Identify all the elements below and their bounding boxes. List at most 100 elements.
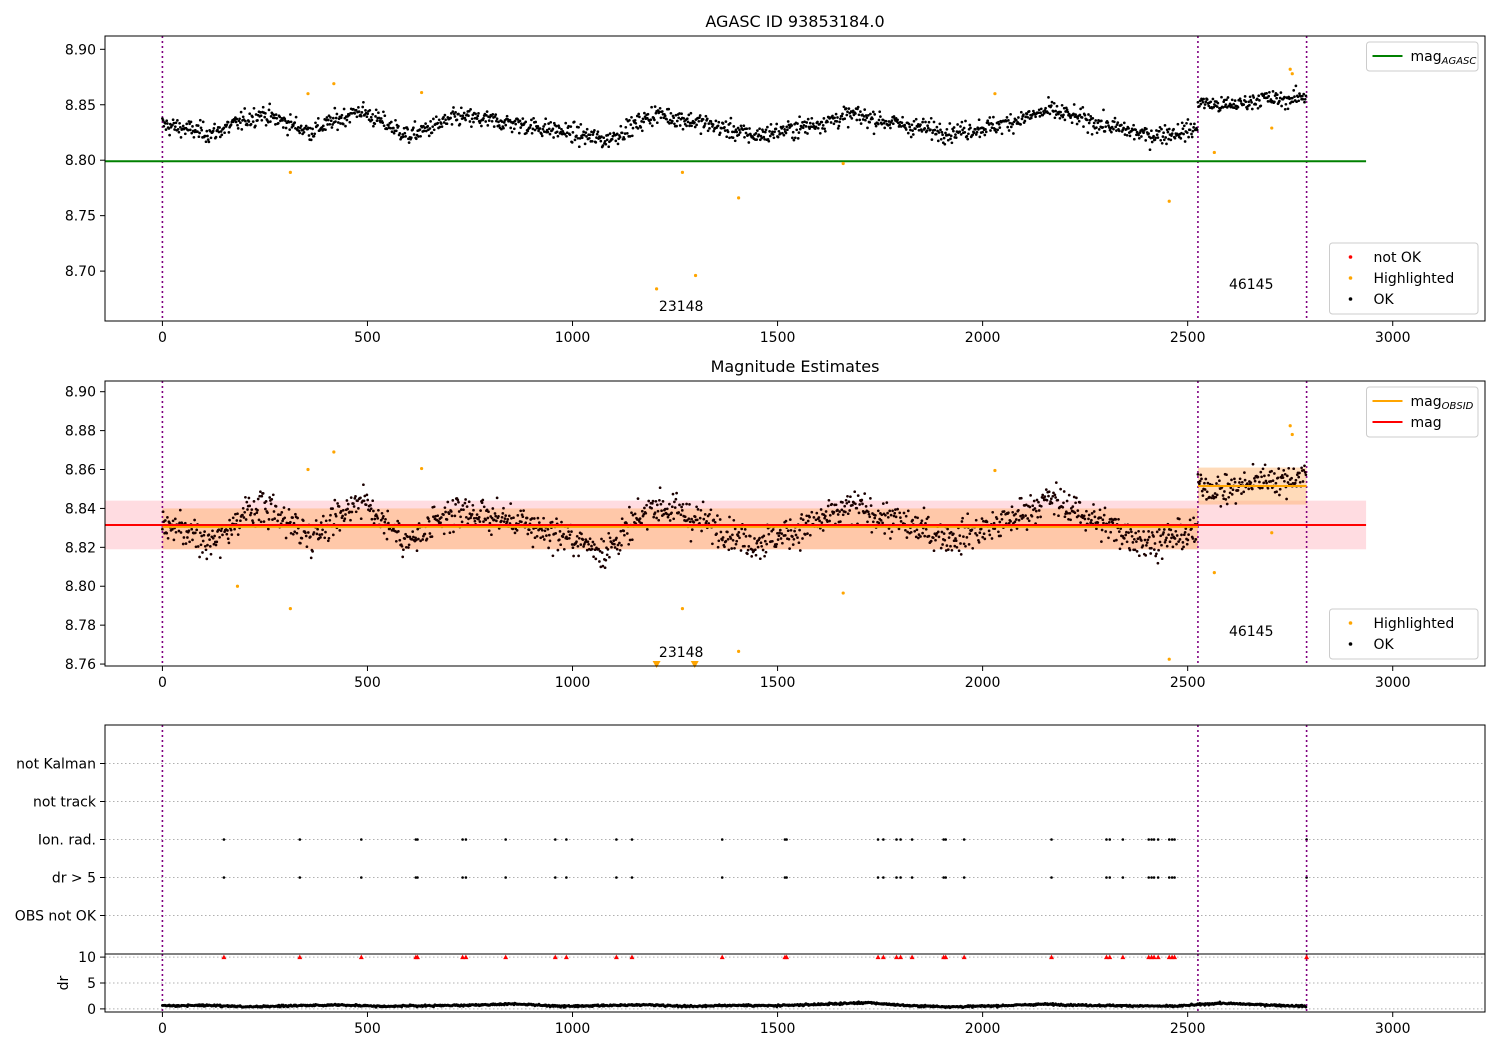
panel-magnitude-estimates-ok-point bbox=[407, 546, 410, 549]
panel-agasc-ok-point bbox=[234, 120, 238, 124]
panel-agasc-ok-point bbox=[299, 124, 303, 128]
panel-magnitude-estimates-ok-point bbox=[731, 533, 734, 537]
panel-magnitude-estimates-ok-point bbox=[687, 517, 691, 521]
panel-magnitude-estimates-ok-point bbox=[1213, 492, 1217, 495]
panel-magnitude-estimates-ok-point bbox=[839, 520, 842, 523]
panel-flags-flag-point bbox=[1150, 876, 1153, 879]
panel-magnitude-estimates-ok-point bbox=[1085, 509, 1088, 513]
panel-magnitude-estimates-ok-point bbox=[998, 520, 1002, 524]
panel-agasc-ok-point bbox=[309, 126, 312, 130]
panel-magnitude-estimates-ok-point bbox=[567, 536, 571, 540]
panel-agasc-ok-point bbox=[487, 119, 491, 122]
panel-magnitude-estimates-ok-point bbox=[1017, 508, 1020, 512]
panel-agasc-ok-point bbox=[273, 116, 277, 120]
panel-flags-flag-point bbox=[1147, 838, 1151, 841]
panel-agasc-ok-point bbox=[822, 117, 826, 120]
panel-agasc-ok-point bbox=[910, 123, 914, 127]
panel-agasc-ok-point bbox=[816, 120, 819, 124]
panel-magnitude-estimates-ok-point bbox=[731, 538, 735, 542]
panel-agasc-ok-point bbox=[508, 118, 512, 122]
panel-magnitude-estimates-ok-point bbox=[893, 511, 897, 515]
panel-agasc-ok-point bbox=[673, 122, 676, 126]
panel-agasc-ok-point bbox=[831, 114, 834, 118]
panel-magnitude-estimates-ok-point bbox=[464, 515, 468, 519]
panel-agasc-ok-point bbox=[1166, 130, 1170, 134]
panel-magnitude-estimates-ok-point bbox=[230, 533, 234, 536]
panel-magnitude-estimates-ok-point bbox=[520, 520, 523, 524]
panel-magnitude-estimates-ok-point bbox=[931, 536, 935, 540]
panel-magnitude-estimates-ok-point bbox=[803, 533, 807, 536]
panel-magnitude-estimates-ok-point bbox=[946, 527, 949, 531]
panel-agasc-ok-point bbox=[534, 120, 538, 124]
panel-agasc-ok-point bbox=[892, 115, 896, 118]
panel-magnitude-estimates-ok-point bbox=[771, 539, 774, 543]
panel-magnitude-estimates-ok-point bbox=[949, 544, 952, 548]
panel-magnitude-estimates-ok-point bbox=[932, 549, 936, 553]
panel-magnitude-estimates-ok-point bbox=[259, 520, 263, 524]
panel-magnitude-estimates-ok-point bbox=[1066, 511, 1070, 515]
panel-magnitude-estimates-ok-point bbox=[577, 536, 581, 540]
panel-magnitude-estimates-ok-point bbox=[990, 537, 994, 540]
panel-agasc-ok-point bbox=[846, 110, 849, 114]
panel-magnitude-estimates-ok-point bbox=[599, 565, 603, 569]
panel-agasc-ok-point bbox=[260, 118, 264, 122]
panel-magnitude-estimates-ok-point bbox=[1022, 515, 1025, 519]
panel-magnitude-estimates-ok-point bbox=[1077, 514, 1080, 518]
panel-magnitude-estimates-ok-point bbox=[1198, 479, 1202, 483]
panel-agasc-ok-point bbox=[326, 118, 330, 122]
panel-agasc-ok-point bbox=[1063, 118, 1067, 122]
panel-magnitude-estimates-ok-point bbox=[1199, 473, 1203, 477]
panel-agasc-ok-point bbox=[492, 125, 496, 128]
panel-agasc-ytick-label: 8.90 bbox=[65, 42, 96, 58]
panel-magnitude-estimates-ok-point bbox=[756, 545, 760, 549]
panel-agasc-ok-point bbox=[712, 129, 716, 133]
panel-agasc-ok-point bbox=[1279, 91, 1283, 94]
panel-agasc-ok-point bbox=[960, 120, 964, 124]
panel-magnitude-estimates-ok-point bbox=[845, 501, 849, 505]
panel-agasc-ok-point bbox=[1081, 106, 1085, 109]
panel-magnitude-estimates-ok-point bbox=[734, 542, 738, 546]
panel-magnitude-estimates-ok-point bbox=[695, 505, 698, 509]
panel-magnitude-estimates-ok-point bbox=[356, 499, 359, 503]
panel-agasc-ok-point bbox=[1054, 109, 1057, 113]
panel-agasc-ok-point bbox=[1039, 111, 1042, 115]
panel-magnitude-estimates-ok-point bbox=[171, 519, 175, 523]
panel-magnitude-estimates-ok-point bbox=[767, 532, 771, 536]
panel-magnitude-estimates-ytick-label: 8.84 bbox=[65, 501, 96, 517]
panel-agasc-ok-point bbox=[422, 129, 426, 133]
panel-agasc-ok-point bbox=[834, 112, 838, 116]
panel-magnitude-estimates-ok-point bbox=[225, 532, 229, 536]
panel-agasc-ok-point bbox=[798, 127, 802, 131]
panel-magnitude-estimates-ok-point bbox=[432, 505, 436, 509]
panel-magnitude-estimates-ok-point bbox=[1053, 493, 1057, 497]
panel-magnitude-estimates-ok-point bbox=[1203, 488, 1207, 491]
panel-agasc-ok-point bbox=[458, 122, 462, 126]
panel-agasc-ok-point bbox=[734, 128, 738, 132]
panel-magnitude-estimates-ok-point bbox=[1039, 515, 1042, 519]
panel-agasc-ok-point bbox=[491, 113, 495, 116]
panel-agasc-ok-point bbox=[549, 120, 553, 124]
panel-magnitude-estimates-ok-point bbox=[788, 518, 792, 521]
panel-agasc-ok-point bbox=[937, 131, 941, 134]
panel-agasc-ok-point bbox=[721, 122, 725, 125]
panel-magnitude-estimates-ok-point bbox=[789, 528, 793, 532]
panel-agasc-title: AGASC ID 93853184.0 bbox=[705, 12, 884, 31]
panel-agasc-ok-point bbox=[602, 136, 606, 140]
panel-magnitude-estimates-ok-point bbox=[847, 500, 851, 504]
panel-agasc-ok-point bbox=[1140, 135, 1143, 138]
panel-magnitude-estimates-ok-point bbox=[231, 516, 235, 520]
panel-magnitude-estimates-ok-point bbox=[818, 519, 821, 523]
panel-magnitude-estimates-ok-point bbox=[257, 518, 261, 522]
panel-agasc-ok-point bbox=[744, 131, 748, 135]
panel-agasc-ok-point bbox=[668, 118, 672, 122]
panel-agasc-ok-point bbox=[658, 106, 662, 110]
panel-agasc-ok-point bbox=[956, 123, 959, 126]
panel-agasc-ok-point bbox=[680, 112, 683, 116]
panel-agasc-ok-point bbox=[335, 112, 339, 116]
panel-agasc-ok-point bbox=[1038, 115, 1042, 118]
panel-magnitude-estimates-legend-lower-swatch bbox=[1348, 642, 1353, 646]
panel-magnitude-estimates-ok-point bbox=[899, 520, 903, 523]
panel-magnitude-estimates-ok-point bbox=[261, 492, 265, 495]
panel-magnitude-estimates-ok-point bbox=[1190, 527, 1193, 531]
panel-magnitude-estimates-ok-point bbox=[1030, 514, 1034, 518]
